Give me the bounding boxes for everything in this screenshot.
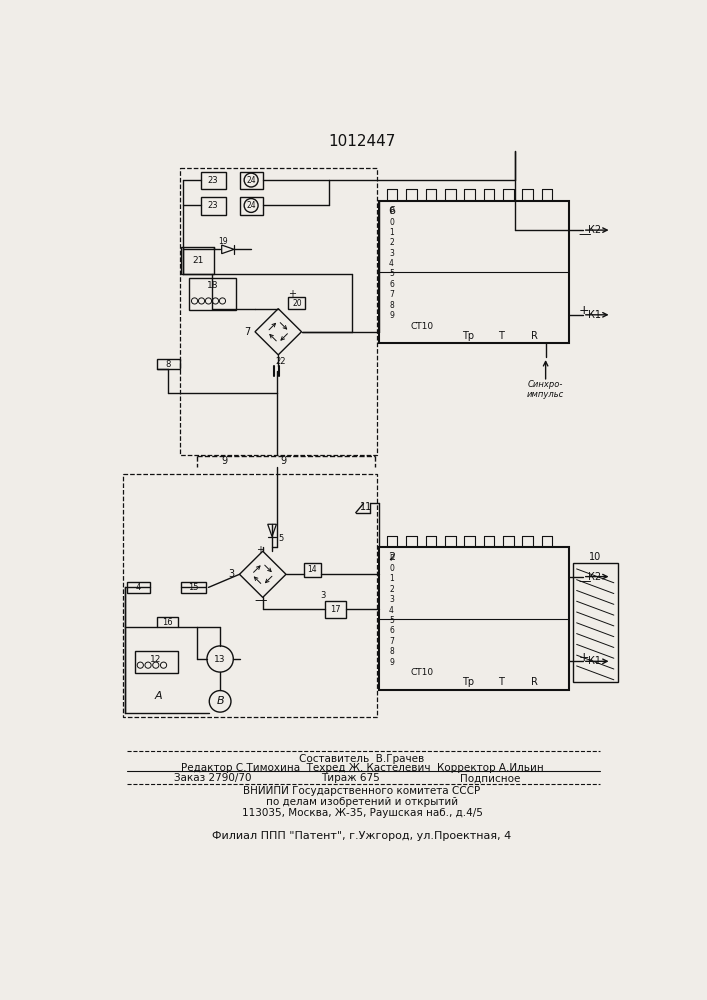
- Bar: [240, 172, 263, 189]
- Text: 16: 16: [162, 618, 173, 627]
- Text: 3: 3: [228, 569, 235, 579]
- Bar: [182, 247, 214, 274]
- Bar: [379, 201, 569, 343]
- Text: —: —: [578, 575, 590, 588]
- Text: 14: 14: [308, 565, 317, 574]
- Text: Р: Р: [389, 554, 394, 563]
- Text: 21: 21: [192, 256, 204, 265]
- Text: 7: 7: [244, 327, 250, 337]
- Text: 0: 0: [389, 218, 394, 227]
- Text: 24: 24: [246, 201, 256, 210]
- Bar: [189, 278, 235, 310]
- Bar: [201, 172, 226, 189]
- Text: 19: 19: [218, 237, 228, 246]
- Text: 20: 20: [292, 299, 302, 308]
- Bar: [379, 547, 569, 690]
- Text: 1012447: 1012447: [328, 134, 396, 149]
- Text: Заказ 2790/70: Заказ 2790/70: [174, 773, 251, 783]
- Text: 8: 8: [389, 301, 394, 310]
- Text: Редактор С.Тимохина  Техред Ж. Кастелевич  Корректор А.Ильин: Редактор С.Тимохина Техред Ж. Кастелевич…: [180, 763, 543, 773]
- Bar: [127, 582, 151, 593]
- Bar: [156, 617, 178, 627]
- Text: Подписное: Подписное: [460, 773, 521, 783]
- Text: 15: 15: [189, 583, 199, 592]
- Text: A: A: [154, 691, 162, 701]
- Text: 5: 5: [389, 616, 394, 625]
- Text: +: +: [257, 545, 264, 555]
- Text: 0: 0: [389, 564, 394, 573]
- Bar: [240, 197, 263, 215]
- Text: 8: 8: [389, 647, 394, 656]
- Text: +: +: [579, 651, 590, 664]
- Text: 6: 6: [389, 280, 394, 289]
- Text: 1: 1: [389, 574, 394, 583]
- Text: Р: Р: [389, 207, 394, 216]
- Text: 7: 7: [389, 290, 394, 299]
- Text: СТ10: СТ10: [410, 668, 433, 677]
- Text: 4: 4: [389, 606, 394, 615]
- Text: 10: 10: [589, 552, 602, 562]
- Text: 5: 5: [278, 534, 284, 543]
- Text: К2: К2: [588, 572, 602, 582]
- Text: 8: 8: [165, 360, 171, 369]
- Text: 6: 6: [388, 206, 395, 216]
- Bar: [325, 601, 346, 618]
- Text: —: —: [255, 594, 267, 607]
- Text: ВНИИПИ Государственного комитета СССР: ВНИИПИ Государственного комитета СССР: [243, 786, 481, 796]
- Text: К1: К1: [588, 656, 601, 666]
- Text: 9: 9: [389, 658, 394, 667]
- Text: Тр: Тр: [462, 331, 474, 341]
- Text: B: B: [216, 696, 224, 706]
- Text: 5: 5: [389, 269, 394, 278]
- Text: Синхро-
импульс: Синхро- импульс: [527, 380, 564, 399]
- Text: 4: 4: [136, 583, 141, 592]
- Bar: [182, 582, 206, 593]
- Text: R: R: [530, 331, 537, 341]
- Text: Т: Т: [498, 331, 504, 341]
- Bar: [288, 297, 305, 309]
- Text: СТ10: СТ10: [410, 322, 433, 331]
- Text: 3: 3: [320, 591, 326, 600]
- Text: 24: 24: [246, 176, 256, 185]
- Text: 18: 18: [206, 281, 218, 290]
- Text: R: R: [530, 677, 537, 687]
- Bar: [304, 563, 321, 577]
- Text: К2: К2: [588, 225, 602, 235]
- Text: +: +: [579, 304, 590, 317]
- Text: 11: 11: [360, 502, 372, 512]
- Bar: [573, 563, 618, 682]
- Text: 9: 9: [389, 311, 394, 320]
- Bar: [201, 197, 226, 215]
- Text: по делам изобретений и открытий: по делам изобретений и открытий: [266, 797, 458, 807]
- Text: 113035, Москва, Ж-35, Раушская наб., д.4/5: 113035, Москва, Ж-35, Раушская наб., д.4…: [242, 808, 482, 818]
- Text: 2: 2: [389, 238, 394, 247]
- Text: 23: 23: [208, 201, 218, 210]
- Text: 17: 17: [330, 605, 341, 614]
- Text: Составитель  В.Грачев: Составитель В.Грачев: [299, 754, 425, 764]
- Text: 13: 13: [214, 654, 226, 664]
- Text: 3: 3: [389, 595, 394, 604]
- Text: 9: 9: [281, 456, 287, 466]
- Text: К1: К1: [588, 310, 601, 320]
- Text: Тр: Тр: [462, 677, 474, 687]
- Text: 4: 4: [389, 259, 394, 268]
- Text: 9: 9: [221, 456, 227, 466]
- Text: 12: 12: [150, 654, 161, 664]
- Bar: [135, 651, 177, 673]
- Text: 6: 6: [389, 626, 394, 635]
- Text: Т: Т: [498, 677, 504, 687]
- Text: 7: 7: [389, 637, 394, 646]
- Text: 22: 22: [275, 357, 286, 366]
- Text: 3: 3: [389, 249, 394, 258]
- Text: +: +: [288, 289, 296, 299]
- Text: —: —: [578, 228, 590, 241]
- Text: Тираж 675: Тираж 675: [321, 773, 380, 783]
- Text: 23: 23: [208, 176, 218, 185]
- Text: 2: 2: [389, 585, 394, 594]
- Text: 1: 1: [389, 228, 394, 237]
- Text: 2: 2: [388, 552, 395, 562]
- Bar: [156, 359, 180, 369]
- Text: Филиал ППП "Патент", г.Ужгород, ул.Проектная, 4: Филиал ППП "Патент", г.Ужгород, ул.Проек…: [212, 831, 512, 841]
